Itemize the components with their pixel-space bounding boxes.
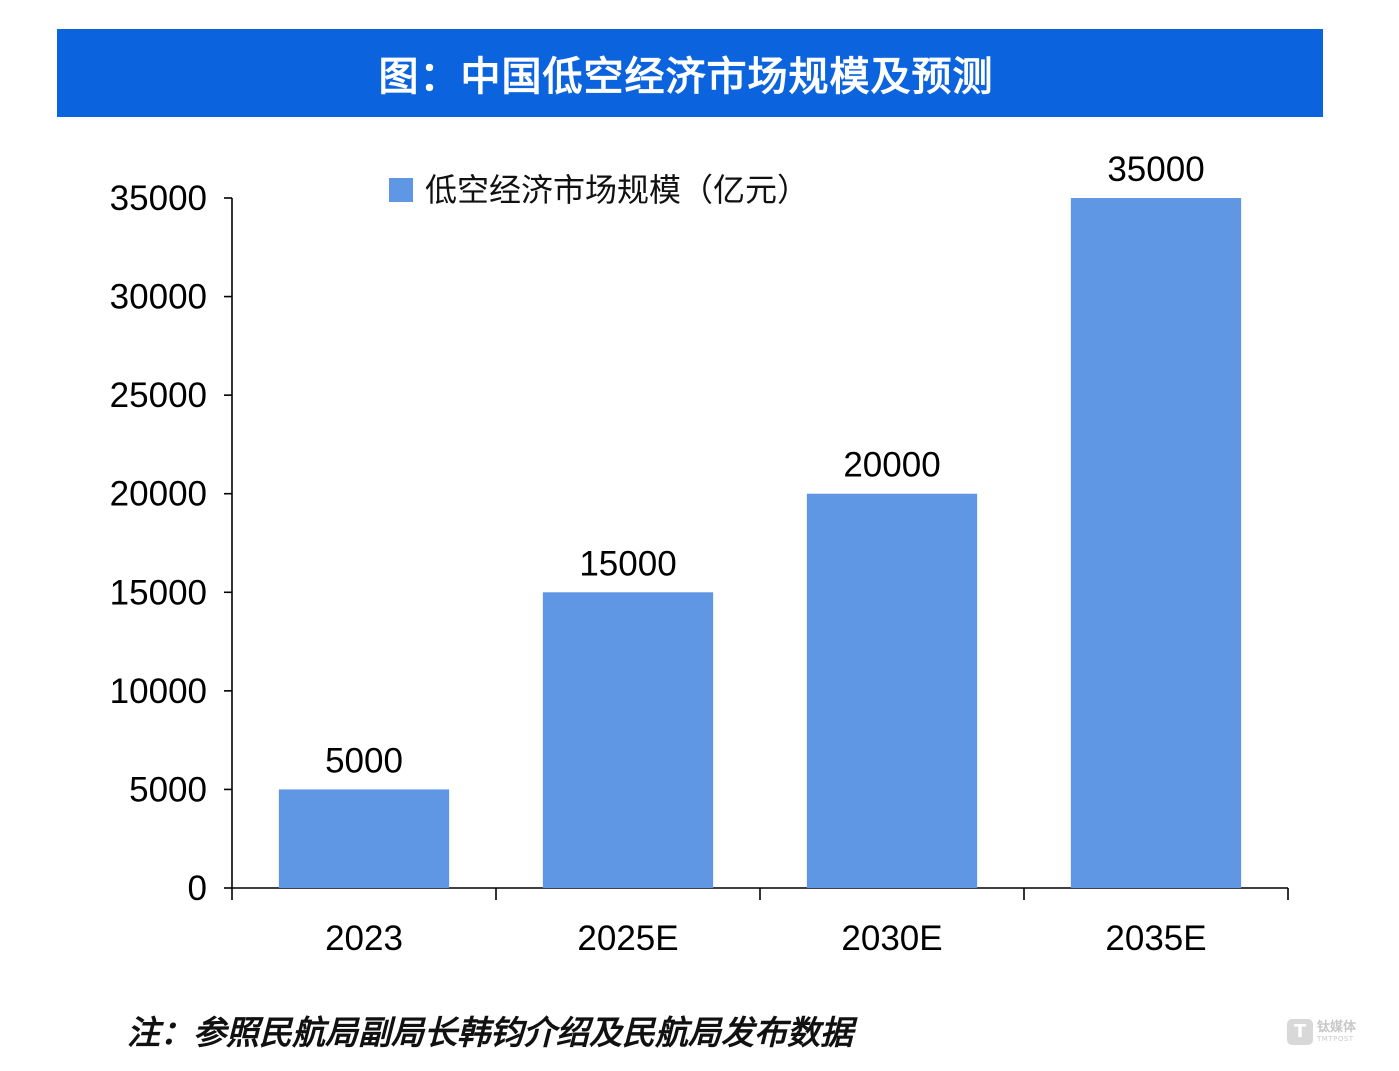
- x-tick-label: 2025E: [577, 919, 678, 958]
- y-tick-label: 15000: [110, 573, 207, 612]
- watermark: T 钛媒体 TMTPOST: [1287, 1017, 1367, 1047]
- y-tick-label: 0: [188, 869, 207, 908]
- watermark-brand-en: TMTPOST: [1317, 1035, 1354, 1043]
- x-tick-label: 2035E: [1105, 919, 1206, 958]
- y-tick-label: 10000: [110, 672, 207, 711]
- data-label: 15000: [579, 544, 676, 583]
- data-label: 20000: [843, 446, 940, 485]
- title-banner: 图：中国低空经济市场规模及预测: [57, 29, 1323, 117]
- source-note: 注：参照民航局副局长韩钧介绍及民航局发布数据: [127, 1013, 853, 1052]
- y-axis: 0 5000 10000 15000 20000 25000 30000 35000: [110, 179, 233, 908]
- data-labels: 5000 15000 20000 35000: [325, 150, 1205, 780]
- data-label: 35000: [1107, 150, 1204, 189]
- legend: 低空经济市场规模（亿元）: [389, 171, 809, 209]
- bar: [806, 493, 978, 888]
- bar: [278, 789, 450, 888]
- y-tick-label: 25000: [110, 376, 207, 415]
- bar-chart: 0 5000 10000 15000 20000 25000 30000 35000 2023…: [110, 150, 1289, 958]
- x-tick-label: 2023: [325, 919, 403, 958]
- legend-swatch: [389, 178, 413, 202]
- x-axis: 2023 2025E 2030E 2035E: [231, 887, 1289, 958]
- data-label: 5000: [325, 741, 403, 780]
- legend-label: 低空经济市场规模（亿元）: [425, 171, 809, 209]
- chart-title: 图：中国低空经济市场规模及预测: [378, 54, 994, 100]
- bar: [1070, 198, 1242, 888]
- y-tick-label: 35000: [110, 179, 207, 218]
- x-tick-label: 2030E: [841, 919, 942, 958]
- watermark-text: 钛媒体 TMTPOST: [1317, 1021, 1356, 1043]
- y-tick-label: 20000: [110, 475, 207, 514]
- y-tick-label: 30000: [110, 278, 207, 317]
- bar: [542, 592, 714, 888]
- watermark-logo-icon: T: [1287, 1019, 1313, 1045]
- y-tick-label: 5000: [129, 770, 207, 809]
- bars: [278, 198, 1242, 888]
- watermark-brand-cn: 钛媒体: [1317, 1020, 1357, 1035]
